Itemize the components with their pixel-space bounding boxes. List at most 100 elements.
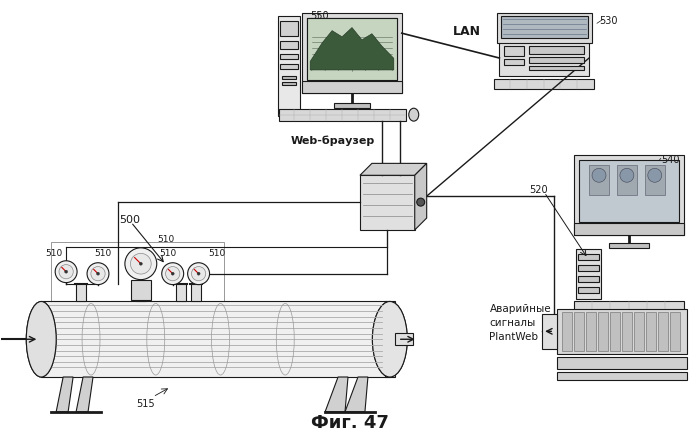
Bar bbox=[578, 265, 599, 271]
Bar bbox=[505, 46, 524, 56]
Circle shape bbox=[417, 198, 425, 206]
Bar bbox=[280, 64, 298, 69]
Bar bbox=[557, 357, 686, 369]
Circle shape bbox=[91, 267, 105, 281]
Ellipse shape bbox=[27, 302, 56, 377]
Text: 540: 540 bbox=[661, 155, 679, 165]
Bar bbox=[395, 333, 412, 345]
Text: Web-браузер: Web-браузер bbox=[291, 136, 375, 146]
Bar bbox=[280, 54, 298, 59]
Bar bbox=[529, 57, 584, 63]
Bar bbox=[670, 312, 679, 351]
Bar bbox=[586, 312, 596, 351]
Circle shape bbox=[139, 262, 143, 265]
Bar bbox=[136, 284, 146, 302]
Circle shape bbox=[197, 272, 200, 275]
Text: Фиг. 47: Фиг. 47 bbox=[311, 414, 389, 431]
Ellipse shape bbox=[373, 302, 408, 377]
Bar bbox=[578, 287, 599, 292]
Bar bbox=[334, 103, 370, 108]
Ellipse shape bbox=[27, 302, 56, 377]
Bar bbox=[529, 46, 584, 54]
Bar bbox=[579, 160, 679, 222]
Text: 510: 510 bbox=[208, 249, 225, 258]
Ellipse shape bbox=[409, 108, 419, 121]
Bar bbox=[501, 16, 588, 38]
Polygon shape bbox=[345, 377, 368, 412]
Bar bbox=[51, 242, 224, 307]
Circle shape bbox=[171, 272, 174, 275]
Bar bbox=[280, 21, 298, 36]
Circle shape bbox=[192, 267, 206, 281]
Bar bbox=[494, 79, 594, 89]
Bar bbox=[574, 302, 684, 311]
Bar bbox=[598, 312, 608, 351]
Circle shape bbox=[166, 267, 180, 281]
Bar bbox=[578, 254, 599, 260]
Bar bbox=[658, 312, 668, 351]
Bar bbox=[644, 165, 665, 195]
Bar bbox=[498, 13, 592, 43]
Ellipse shape bbox=[373, 302, 408, 377]
Bar bbox=[617, 165, 637, 195]
Polygon shape bbox=[360, 163, 426, 175]
Circle shape bbox=[187, 263, 210, 284]
Bar bbox=[307, 18, 397, 80]
Polygon shape bbox=[325, 377, 348, 412]
Bar bbox=[529, 66, 584, 70]
Text: 520: 520 bbox=[529, 185, 548, 195]
Text: 510: 510 bbox=[157, 235, 174, 244]
Bar bbox=[41, 302, 390, 377]
Circle shape bbox=[55, 261, 77, 283]
Bar bbox=[622, 312, 632, 351]
Circle shape bbox=[87, 263, 109, 284]
Circle shape bbox=[131, 253, 151, 274]
Text: 515: 515 bbox=[136, 399, 155, 409]
Text: Аварийные
сигналы
PlantWeb: Аварийные сигналы PlantWeb bbox=[489, 304, 551, 342]
Bar bbox=[76, 284, 86, 302]
Bar bbox=[646, 312, 656, 351]
Bar bbox=[280, 41, 298, 49]
Bar bbox=[302, 13, 402, 93]
Circle shape bbox=[620, 168, 634, 182]
Text: 500: 500 bbox=[119, 215, 140, 225]
Bar bbox=[574, 312, 584, 351]
Text: 530: 530 bbox=[599, 16, 617, 26]
Bar bbox=[360, 175, 415, 230]
Polygon shape bbox=[76, 377, 93, 412]
Bar bbox=[278, 16, 300, 116]
Bar bbox=[302, 81, 402, 93]
Bar bbox=[280, 109, 406, 120]
Bar bbox=[131, 280, 151, 299]
Circle shape bbox=[125, 248, 157, 280]
Bar bbox=[610, 312, 620, 351]
Polygon shape bbox=[415, 163, 426, 230]
Text: 510: 510 bbox=[94, 249, 112, 258]
Bar bbox=[191, 284, 201, 302]
Circle shape bbox=[592, 168, 606, 182]
Bar bbox=[542, 315, 557, 349]
Bar bbox=[574, 155, 684, 235]
Text: 510: 510 bbox=[159, 249, 176, 258]
Circle shape bbox=[59, 264, 73, 279]
Bar bbox=[557, 372, 686, 380]
Bar bbox=[557, 310, 686, 354]
Bar bbox=[609, 243, 649, 248]
Polygon shape bbox=[56, 377, 73, 412]
Bar bbox=[499, 41, 589, 76]
Bar bbox=[634, 312, 644, 351]
Polygon shape bbox=[310, 27, 394, 70]
Circle shape bbox=[648, 168, 662, 182]
Text: LAN: LAN bbox=[452, 25, 480, 38]
Circle shape bbox=[96, 272, 99, 275]
Text: 550: 550 bbox=[310, 12, 329, 21]
Bar bbox=[307, 18, 397, 80]
Circle shape bbox=[64, 270, 68, 273]
Bar bbox=[282, 76, 296, 79]
Bar bbox=[175, 284, 186, 302]
Bar bbox=[562, 312, 572, 351]
Bar bbox=[574, 223, 684, 235]
Bar bbox=[505, 59, 524, 65]
Bar bbox=[578, 276, 599, 282]
Bar bbox=[282, 82, 296, 85]
